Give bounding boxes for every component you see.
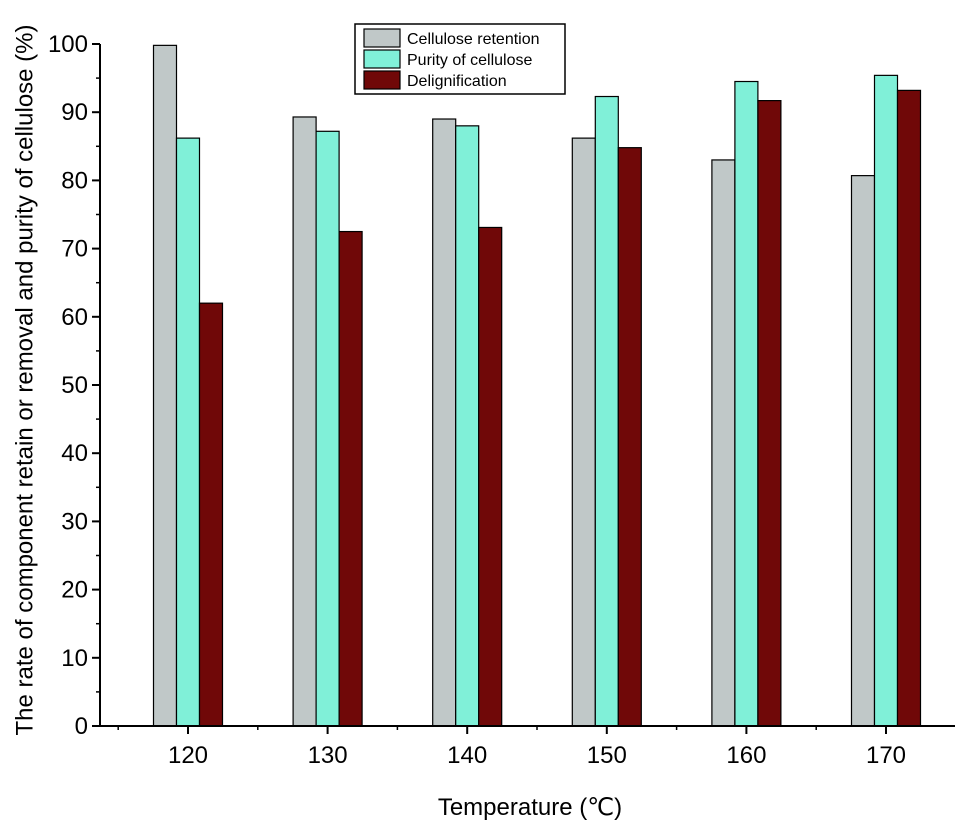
y-tick-label: 40 bbox=[61, 440, 88, 467]
bar-cellulose-retention-160 bbox=[711, 159, 736, 727]
x-tick-label: 170 bbox=[866, 742, 906, 769]
x-tick-label: 150 bbox=[587, 742, 627, 769]
y-axis-title: The rate of component retain or removal … bbox=[11, 24, 38, 735]
bar-cellulose-retention-140 bbox=[432, 118, 457, 727]
x-axis-ticks: 120 130 140 150 160 170 bbox=[117, 726, 906, 769]
bar-purity-of-cellulose-140 bbox=[455, 125, 480, 727]
bar-purity-of-cellulose-130 bbox=[315, 130, 340, 727]
y-tick-label: 60 bbox=[61, 304, 88, 331]
bars-layer bbox=[152, 44, 922, 727]
bar-cellulose-retention-130 bbox=[292, 116, 317, 727]
bar-purity-of-cellulose-120 bbox=[175, 137, 201, 727]
x-tick-label: 120 bbox=[168, 742, 208, 769]
legend-swatch bbox=[363, 70, 401, 90]
y-tick-label: 100 bbox=[48, 31, 88, 58]
y-tick-label: 20 bbox=[61, 577, 88, 604]
y-tick-label: 70 bbox=[61, 236, 88, 263]
bar-cellulose-retention-150 bbox=[571, 137, 596, 727]
y-tick-label: 30 bbox=[61, 508, 88, 535]
bar-delignification-150 bbox=[617, 147, 642, 727]
y-tick-label: 50 bbox=[61, 372, 88, 399]
bar-purity-of-cellulose-150 bbox=[594, 95, 619, 727]
bar-delignification-170 bbox=[896, 89, 922, 727]
x-tick-label: 140 bbox=[447, 742, 487, 769]
y-tick-label: 90 bbox=[61, 99, 88, 126]
legend-swatch bbox=[363, 28, 401, 48]
bar-delignification-160 bbox=[757, 100, 782, 727]
legend-swatch bbox=[363, 49, 401, 69]
bar-purity-of-cellulose-170 bbox=[873, 74, 899, 727]
x-tick-label: 130 bbox=[308, 742, 348, 769]
y-tick-label: 80 bbox=[61, 167, 88, 194]
bar-delignification-120 bbox=[198, 302, 224, 727]
legend: Cellulose retention Purity of cellulose De… bbox=[354, 23, 566, 95]
legend-label: Delignification bbox=[407, 73, 507, 90]
bar-delignification-130 bbox=[338, 230, 363, 727]
y-axis-ticks: 0 10 20 30 40 50 60 70 80 90 100 bbox=[48, 31, 100, 740]
x-tick-label: 160 bbox=[726, 742, 766, 769]
bar-delignification-140 bbox=[478, 226, 503, 727]
y-tick-label: 10 bbox=[61, 645, 88, 672]
legend-label: Cellulose retention bbox=[407, 31, 540, 48]
axes-layer bbox=[99, 44, 955, 727]
bar-cellulose-retention-170 bbox=[850, 175, 876, 727]
bar-purity-of-cellulose-160 bbox=[734, 80, 759, 727]
bar-cellulose-retention-120 bbox=[152, 44, 178, 727]
x-axis-title: Temperature (℃) bbox=[438, 794, 622, 821]
y-tick-label: 0 bbox=[75, 713, 88, 740]
legend-label: Purity of cellulose bbox=[407, 52, 532, 69]
